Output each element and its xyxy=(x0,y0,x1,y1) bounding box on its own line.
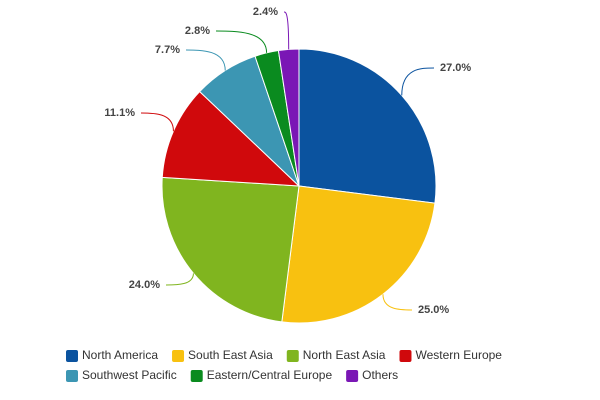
value-label: 2.4% xyxy=(253,6,278,18)
legend-swatch xyxy=(399,350,412,362)
legend-swatch xyxy=(286,350,299,362)
leader-line xyxy=(215,30,268,53)
leader-line xyxy=(283,11,290,50)
pie-slice xyxy=(281,185,436,324)
legend-label: South East Asia xyxy=(188,348,273,362)
value-label: 11.1% xyxy=(104,107,135,119)
value-label: 25.0% xyxy=(418,304,449,316)
legend-label: North East Asia xyxy=(303,348,386,362)
legend-swatch xyxy=(172,350,185,362)
leader-line xyxy=(401,67,435,96)
pie-slice xyxy=(298,48,437,204)
pie-slice xyxy=(161,176,300,323)
leader-line xyxy=(382,294,413,311)
legend-label: Eastern/Central Europe xyxy=(207,368,333,382)
leader-line xyxy=(165,273,194,286)
value-label: 7.7% xyxy=(155,44,180,56)
legend-swatch xyxy=(190,370,203,382)
legend-label: Southwest Pacific xyxy=(82,368,177,382)
legend-swatch xyxy=(66,350,78,362)
value-label: 2.8% xyxy=(185,25,210,37)
legend-swatch xyxy=(66,370,78,382)
legend-swatch xyxy=(346,370,359,382)
legend-label: Western Europe xyxy=(415,348,502,362)
legend-label: North America xyxy=(82,348,158,362)
value-label: 24.0% xyxy=(129,279,160,291)
value-label: 27.0% xyxy=(440,62,471,74)
leader-line xyxy=(140,112,174,132)
leader-line xyxy=(185,49,226,71)
legend-label: Others xyxy=(362,368,398,382)
pie-slice xyxy=(161,90,301,187)
